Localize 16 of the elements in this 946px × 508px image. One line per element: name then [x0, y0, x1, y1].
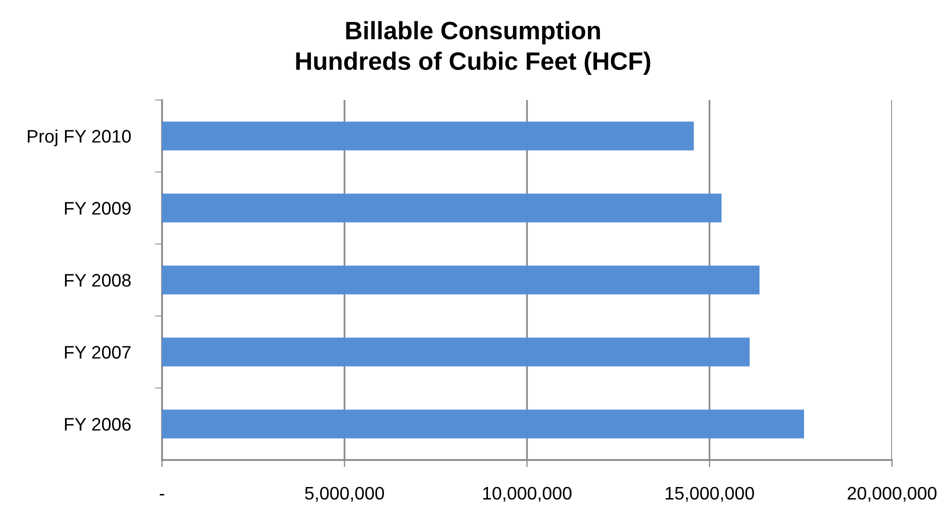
- bar: [162, 122, 694, 150]
- x-tick-label: 5,000,000: [305, 486, 384, 502]
- x-tick-label: 10,000,000: [483, 486, 572, 502]
- bar: [162, 194, 722, 222]
- bar: [162, 338, 750, 366]
- y-tick-label: FY 2009: [64, 202, 131, 215]
- y-tick-label: Proj FY 2010: [28, 129, 131, 146]
- x-tick-label: 15,000,000: [666, 486, 754, 502]
- y-tick-label: FY 2008: [64, 274, 131, 287]
- bar: [162, 266, 760, 294]
- y-tick-label: FY 2006: [64, 418, 131, 431]
- x-tick-label: -: [160, 494, 164, 496]
- y-tick-label: FY 2007: [64, 346, 131, 359]
- chart-title: Billable Consumption Hundreds of Cubic Feet (HCF): [296, 21, 650, 75]
- bar: [162, 410, 804, 438]
- x-tick-label: 20,000,000: [848, 486, 936, 502]
